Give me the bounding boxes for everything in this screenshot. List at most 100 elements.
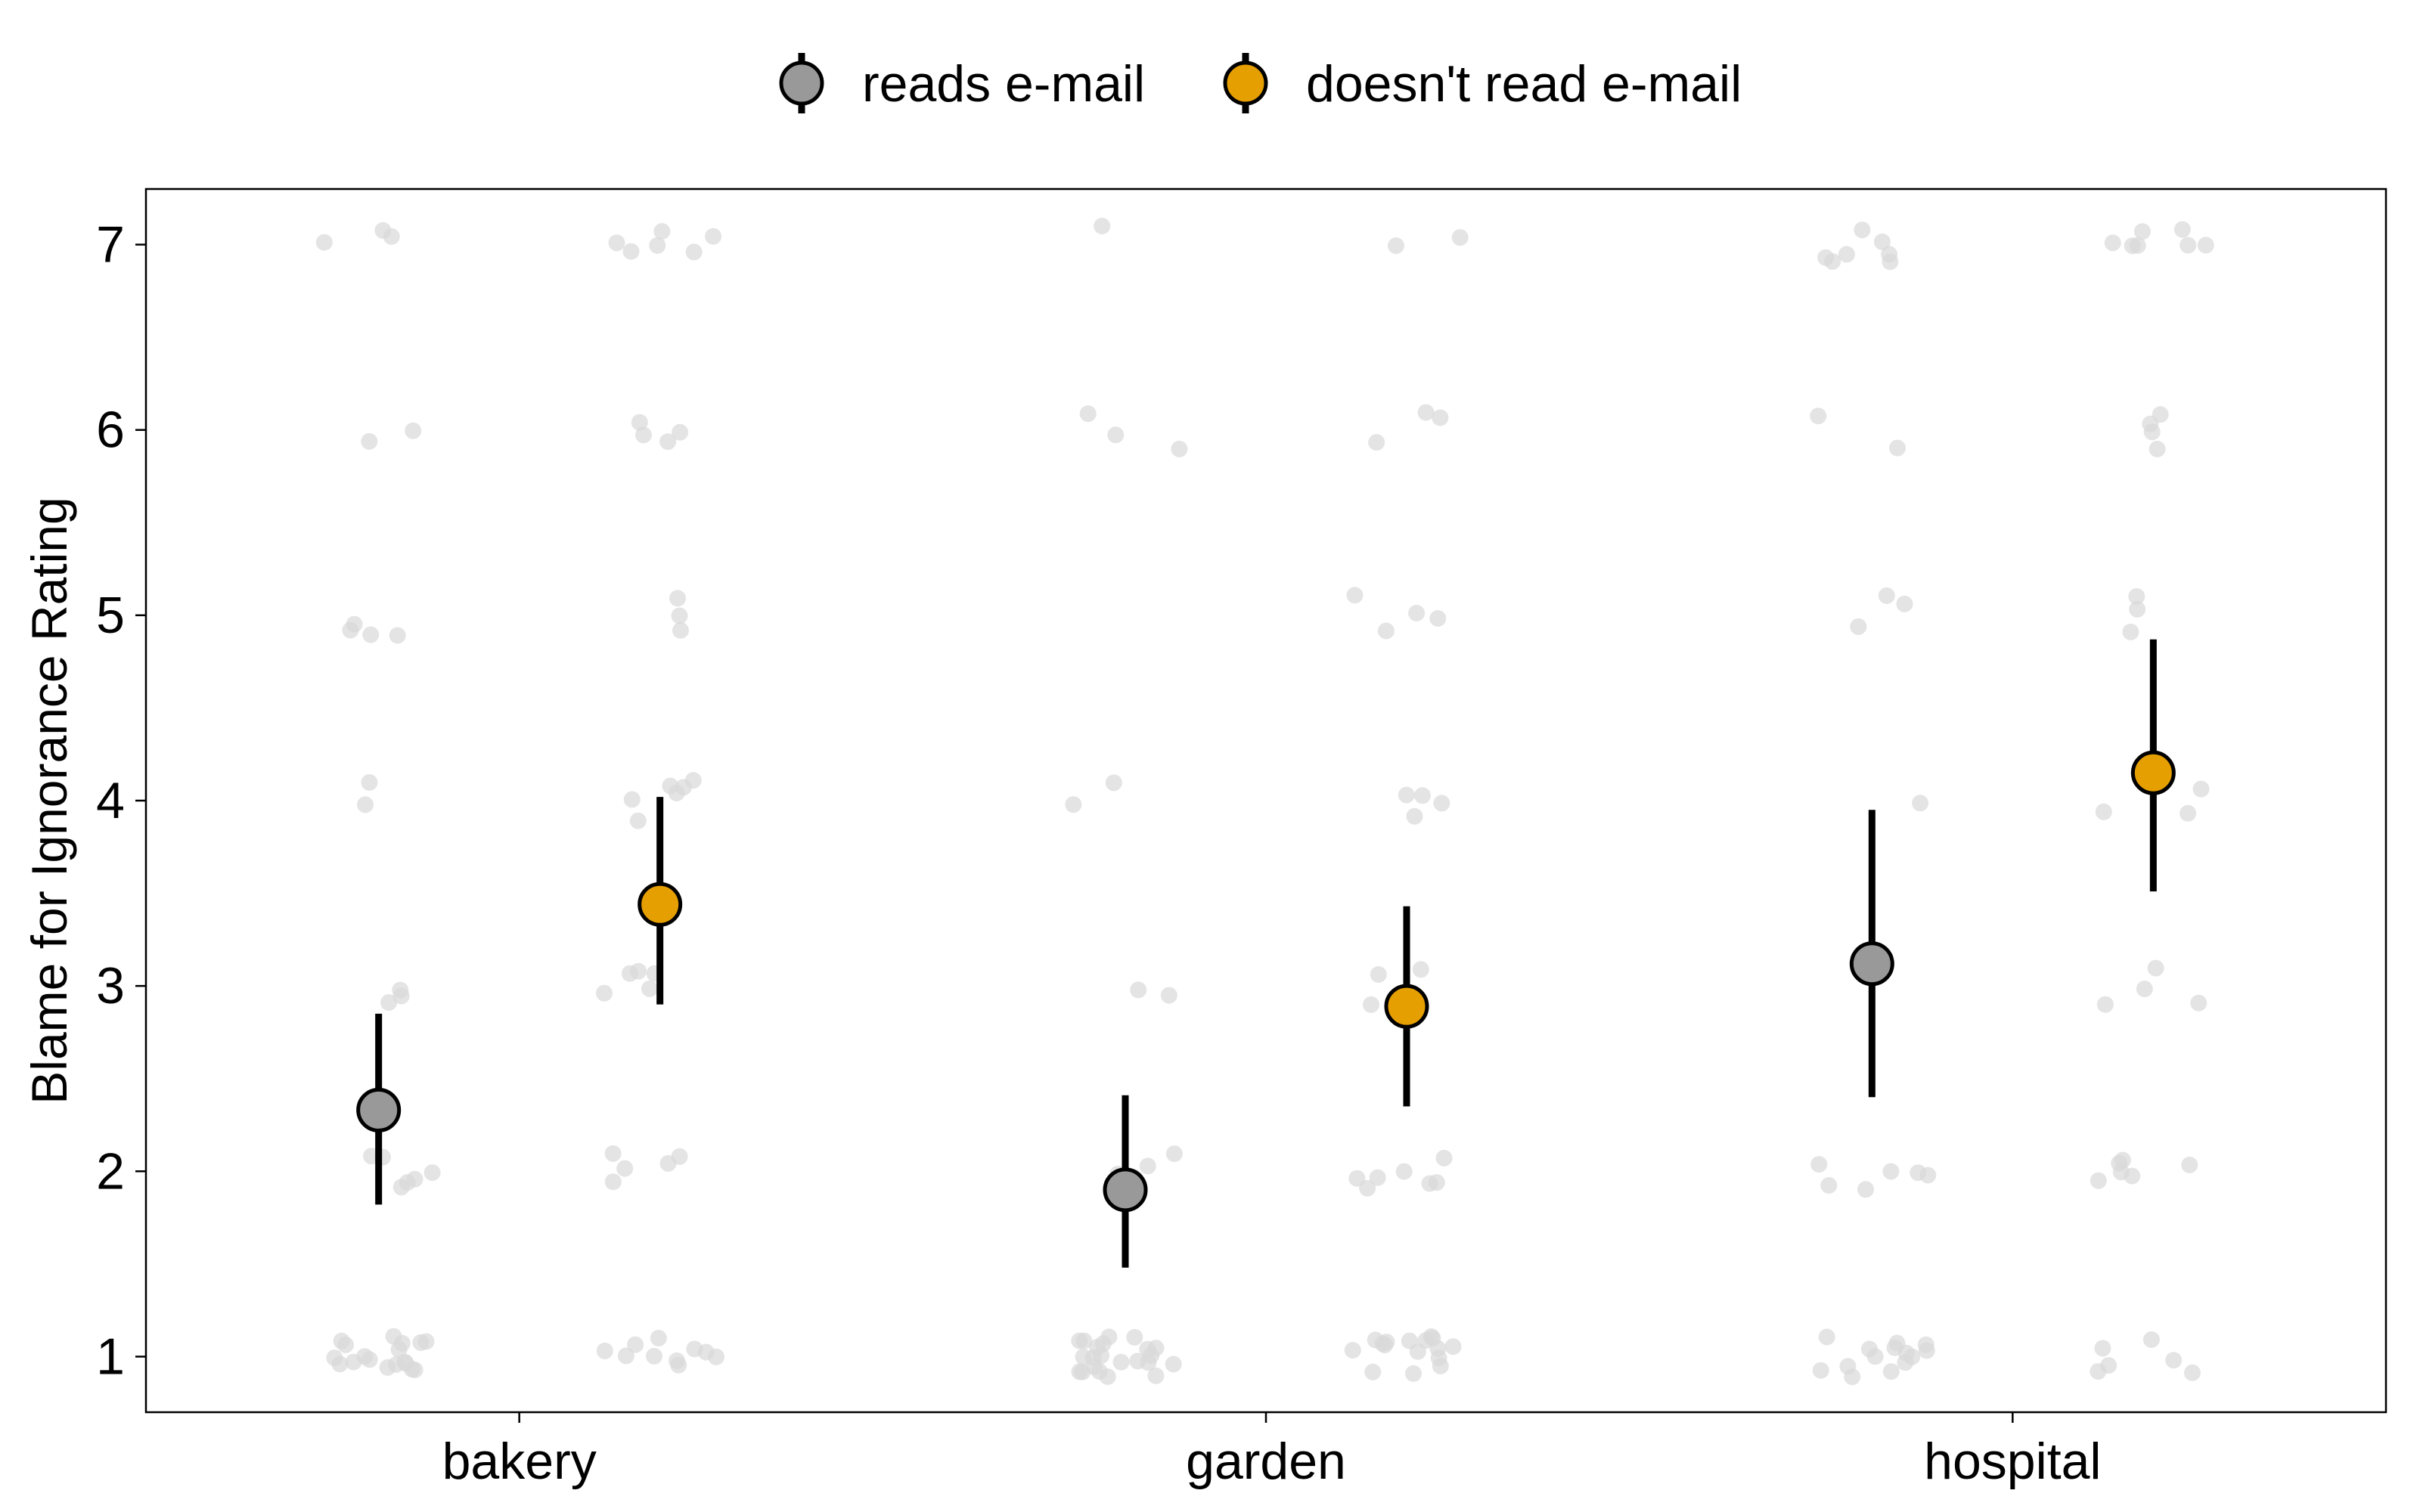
- raw-point: [1165, 1145, 1183, 1163]
- raw-point: [380, 994, 398, 1012]
- raw-point: [1094, 218, 1111, 234]
- raw-point: [1433, 795, 1450, 812]
- raw-point: [649, 237, 666, 254]
- raw-point: [1412, 961, 1429, 978]
- raw-point: [1882, 253, 1899, 271]
- raw-point: [1882, 1363, 1900, 1380]
- raw-point: [1346, 587, 1364, 604]
- raw-point: [1359, 1179, 1376, 1197]
- raw-point: [1139, 1157, 1156, 1175]
- raw-point: [2124, 237, 2141, 255]
- raw-point: [672, 423, 689, 441]
- raw-point: [1857, 1181, 1874, 1198]
- raw-point: [1377, 622, 1395, 640]
- raw-point: [1364, 1363, 1382, 1380]
- raw-point: [641, 980, 658, 997]
- raw-point: [2142, 1331, 2160, 1348]
- raw-point: [1912, 795, 1929, 812]
- raw-point: [669, 590, 686, 607]
- raw-point: [1370, 966, 1387, 983]
- raw-point: [337, 1336, 354, 1353]
- raw-point: [1444, 1338, 1462, 1356]
- raw-point: [356, 1348, 374, 1365]
- raw-point: [650, 1330, 667, 1346]
- raw-point: [1093, 1347, 1110, 1365]
- raw-point: [659, 433, 677, 451]
- raw-point: [1368, 434, 1385, 451]
- raw-point: [1075, 1348, 1092, 1365]
- raw-point: [392, 987, 410, 1005]
- raw-point: [1919, 1167, 1937, 1184]
- raw-point: [392, 1179, 410, 1196]
- raw-point: [2128, 588, 2145, 605]
- raw-point: [2095, 803, 2112, 820]
- raw-point: [331, 1356, 349, 1373]
- raw-point: [669, 1352, 685, 1369]
- raw-point: [672, 621, 689, 639]
- legend-key-point: [1223, 60, 1268, 106]
- raw-point: [1918, 1342, 1935, 1359]
- raw-point: [2124, 1167, 2141, 1185]
- raw-point: [2094, 1340, 2111, 1357]
- x-tick-label-bakery: bakery: [442, 1433, 597, 1490]
- raw-point: [1395, 1163, 1413, 1180]
- raw-point: [1850, 618, 1867, 635]
- raw-point: [1079, 405, 1097, 423]
- raw-point: [2165, 1352, 2183, 1369]
- raw-point: [1838, 246, 1855, 263]
- raw-point: [608, 234, 625, 252]
- raw-point: [685, 243, 703, 261]
- raw-point: [2136, 981, 2153, 998]
- raw-points: [315, 218, 2214, 1386]
- y-tick-label: 4: [96, 772, 125, 829]
- raw-point: [2133, 223, 2151, 240]
- raw-point: [1348, 1170, 1366, 1187]
- raw-point: [1378, 1334, 1395, 1351]
- mean-point: [2130, 750, 2176, 795]
- raw-point: [2104, 234, 2121, 252]
- raw-point: [417, 1333, 435, 1350]
- raw-point: [1451, 229, 1469, 246]
- raw-point: [1363, 996, 1379, 1013]
- raw-point: [659, 1154, 677, 1172]
- raw-point: [596, 1342, 613, 1359]
- raw-point: [1160, 987, 1177, 1004]
- raw-point: [424, 1164, 441, 1182]
- raw-point: [1091, 1363, 1108, 1380]
- raw-point: [1888, 1334, 1906, 1352]
- raw-point: [1369, 1169, 1386, 1186]
- raw-point: [627, 1336, 644, 1353]
- raw-point: [389, 627, 406, 644]
- raw-point: [1413, 787, 1431, 804]
- raw-point: [708, 1348, 724, 1365]
- raw-point: [668, 785, 685, 801]
- legend-label: reads e-mail: [862, 55, 1145, 113]
- x-tick-label-hospital: hospital: [1924, 1433, 2101, 1490]
- y-tick-label: 7: [96, 216, 125, 274]
- raw-point: [361, 774, 378, 791]
- raw-point: [1401, 1332, 1418, 1349]
- raw-point: [346, 615, 363, 633]
- raw-point: [1896, 595, 1913, 612]
- raw-point: [383, 228, 400, 245]
- raw-point: [405, 422, 422, 439]
- raw-point: [1889, 439, 1906, 457]
- legend-label: doesn't read e-mail: [1306, 55, 1742, 113]
- raw-point: [1844, 1368, 1861, 1386]
- raw-point: [622, 243, 640, 260]
- raw-point: [1126, 1328, 1143, 1346]
- raw-point: [2152, 406, 2169, 423]
- raw-point: [1812, 1362, 1829, 1379]
- raw-point: [1820, 1177, 1838, 1194]
- raw-point: [357, 796, 374, 813]
- raw-point: [1107, 426, 1125, 444]
- raw-point: [1817, 249, 1835, 266]
- raw-point: [362, 626, 380, 643]
- raw-point: [631, 414, 648, 431]
- raw-point: [617, 1347, 634, 1365]
- x-tick-label-garden: garden: [1186, 1433, 1346, 1490]
- raw-point: [2149, 441, 2166, 457]
- raw-point: [1398, 786, 1415, 804]
- raw-point: [2090, 1363, 2107, 1380]
